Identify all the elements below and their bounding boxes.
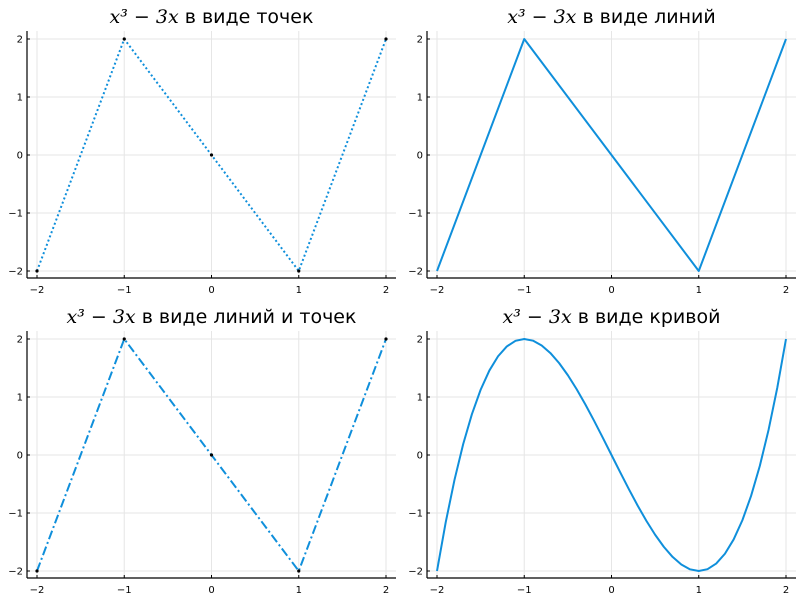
x-tick-label: 0 bbox=[608, 585, 614, 596]
data-point bbox=[35, 269, 39, 273]
chart-title: x³ − 3x в виде точек bbox=[110, 6, 314, 28]
subplot-lines: −2 −2 −1 −1 0 0 1 1 2 2 x³ − 3x в виде линий bbox=[408, 6, 796, 296]
chart-title: x³ − 3x в виде линий bbox=[507, 6, 715, 28]
chart-title-math: x³ − 3x bbox=[110, 6, 179, 28]
y-tick-label: −1 bbox=[408, 209, 423, 220]
x-tick-label: 0 bbox=[608, 285, 614, 296]
x-tick-label: −2 bbox=[430, 285, 445, 296]
x-tick-label: 2 bbox=[383, 585, 389, 596]
chart-title-text: в виде линий и точек bbox=[136, 306, 357, 328]
subplot-lines-and-points: −2 −2 −1 −1 0 0 1 1 2 2 x³ − 3x в виде линий и точ… bbox=[8, 306, 396, 596]
y-tick-label: 0 bbox=[17, 451, 23, 462]
x-tick-label: 2 bbox=[383, 285, 389, 296]
x-tick-label: 1 bbox=[696, 285, 702, 296]
x-tick-label: 2 bbox=[783, 585, 789, 596]
x-tick-label: −1 bbox=[517, 285, 532, 296]
data-point bbox=[297, 269, 301, 273]
chart-title-math: x³ − 3x bbox=[507, 6, 576, 28]
data-point bbox=[122, 37, 126, 41]
y-tick-label: 0 bbox=[417, 151, 423, 162]
x-tick-label: −2 bbox=[30, 285, 45, 296]
series-line bbox=[436, 338, 787, 572]
x-tick-label: −1 bbox=[517, 585, 532, 596]
y-tick-label: 1 bbox=[417, 393, 423, 404]
data-point bbox=[209, 153, 214, 157]
data-point bbox=[297, 569, 301, 573]
chart-title-math: x³ − 3x bbox=[67, 306, 136, 328]
y-tick-label: −2 bbox=[408, 567, 423, 578]
data-point bbox=[384, 37, 388, 41]
x-tick-label: −1 bbox=[117, 285, 132, 296]
chart-title: x³ − 3x в виде линий и точек bbox=[67, 306, 357, 328]
y-tick-label: −2 bbox=[408, 267, 423, 278]
x-tick-label: 1 bbox=[696, 585, 702, 596]
subplot-curve: −2 −2 −1 −1 0 0 1 1 2 2 x³ − 3x в виде кривой bbox=[408, 306, 796, 596]
x-tick-label: 0 bbox=[208, 585, 214, 596]
chart-title: x³ − 3x в виде кривой bbox=[503, 306, 721, 328]
x-tick-label: −2 bbox=[430, 585, 445, 596]
y-tick-label: 2 bbox=[417, 335, 423, 346]
x-tick-label: 1 bbox=[296, 285, 302, 296]
x-tick-label: 2 bbox=[783, 285, 789, 296]
data-point bbox=[209, 453, 214, 457]
y-tick-label: 2 bbox=[17, 35, 23, 46]
y-tick-label: −2 bbox=[8, 267, 23, 278]
data-point bbox=[384, 337, 388, 341]
chart-title-math: x³ − 3x bbox=[503, 306, 572, 328]
y-tick-label: 2 bbox=[417, 35, 423, 46]
y-tick-label: 1 bbox=[417, 93, 423, 104]
x-tick-label: 1 bbox=[296, 585, 302, 596]
y-tick-label: 1 bbox=[17, 93, 23, 104]
x-tick-label: −2 bbox=[30, 585, 45, 596]
series-line bbox=[436, 38, 787, 272]
chart-title-text: в виде точек bbox=[179, 6, 314, 28]
y-tick-label: 2 bbox=[17, 335, 23, 346]
data-point bbox=[122, 337, 126, 341]
chart-title-text: в виде кривой bbox=[572, 306, 721, 328]
y-tick-label: −1 bbox=[408, 509, 423, 520]
y-tick-label: 0 bbox=[417, 451, 423, 462]
x-tick-label: −1 bbox=[117, 585, 132, 596]
y-tick-label: −1 bbox=[8, 209, 23, 220]
subplot-points: −2 −2 −1 −1 0 0 1 1 2 2 x³ − 3x в виде точек bbox=[8, 6, 396, 296]
y-tick-label: −2 bbox=[8, 567, 23, 578]
y-tick-label: −1 bbox=[8, 509, 23, 520]
data-point bbox=[35, 569, 39, 573]
y-tick-label: 0 bbox=[17, 151, 23, 162]
chart-title-text: в виде линий bbox=[576, 6, 715, 28]
y-tick-label: 1 bbox=[17, 393, 23, 404]
x-tick-label: 0 bbox=[208, 285, 214, 296]
